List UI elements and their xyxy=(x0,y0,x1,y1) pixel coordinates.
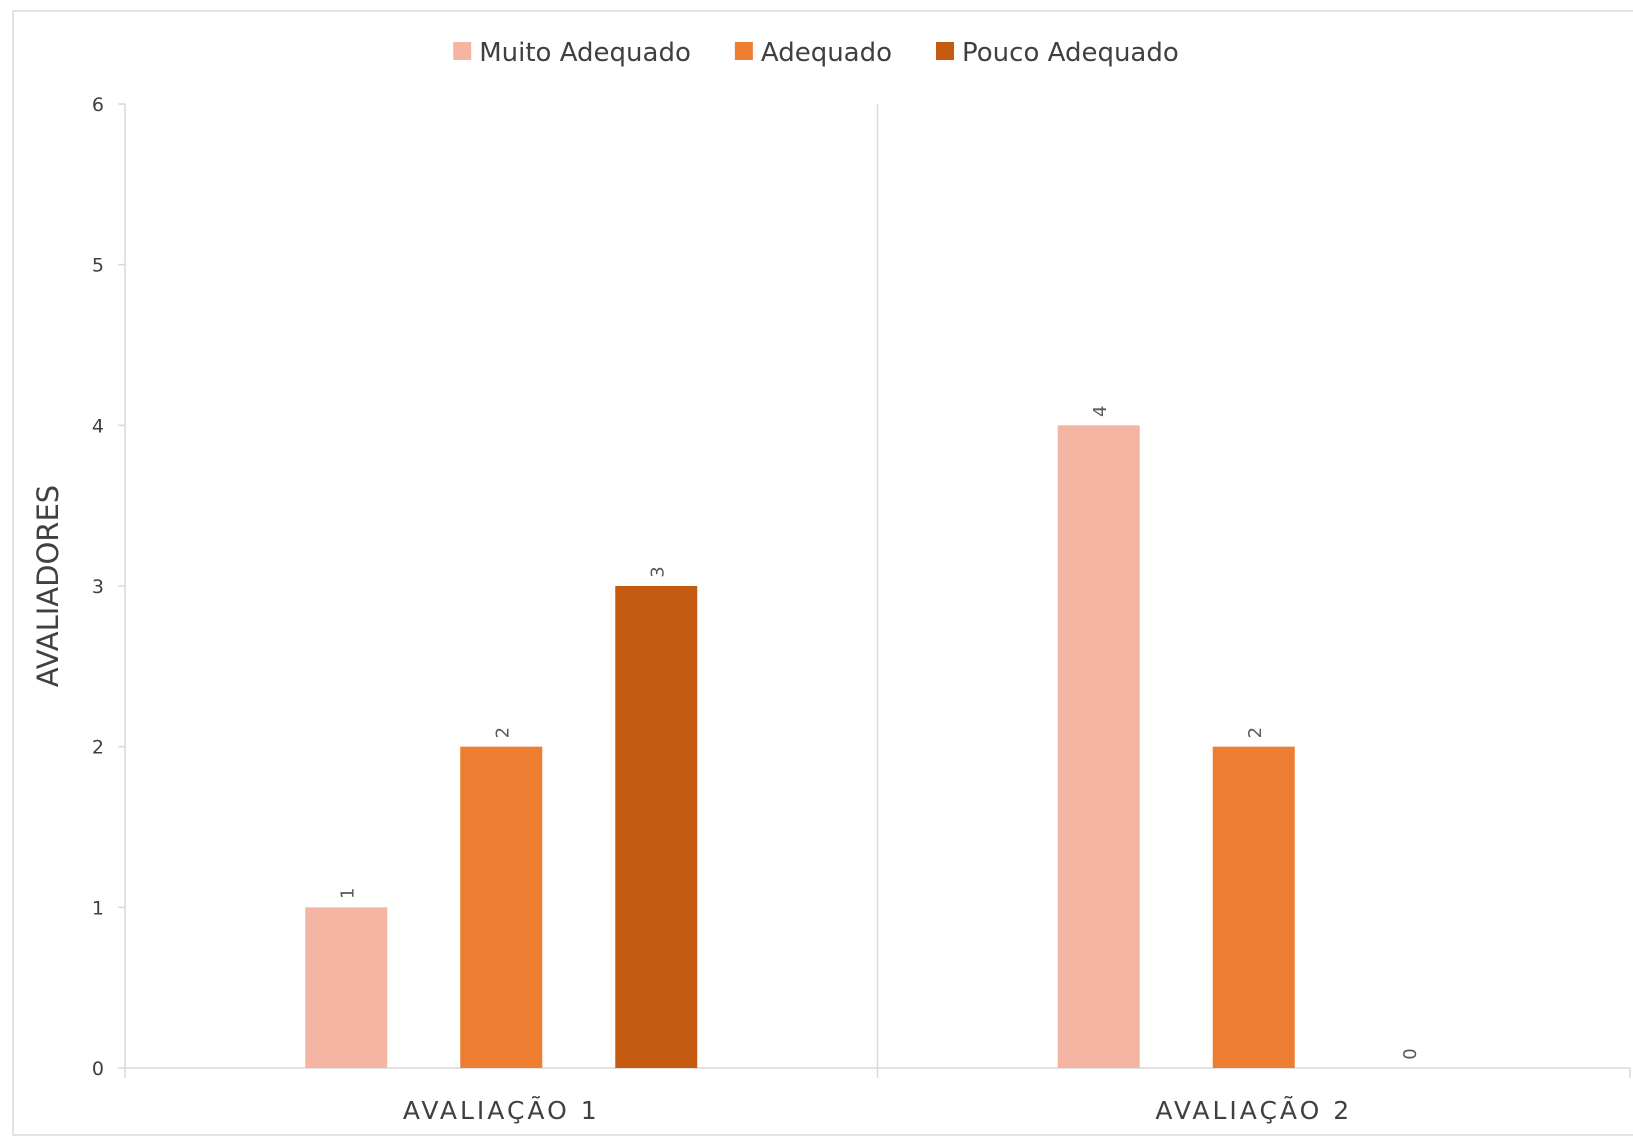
x-category-label: AVALIAÇÃO 1 xyxy=(403,1095,600,1125)
data-label: 2 xyxy=(492,727,513,738)
bar xyxy=(1057,425,1140,1068)
y-tick-label: 3 xyxy=(92,576,104,598)
y-tick-label: 6 xyxy=(92,94,104,116)
data-labels: 1 4 2 2 3 0 xyxy=(337,406,1421,1060)
data-label: 4 xyxy=(1090,406,1111,417)
data-label: 3 xyxy=(647,566,668,577)
bars xyxy=(305,425,1295,1068)
legend-item-label: Pouco Adequado xyxy=(962,38,1179,68)
data-label: 0 xyxy=(1400,1048,1421,1059)
y-tick-label: 5 xyxy=(92,255,104,277)
x-axis: AVALIAÇÃO 1 AVALIAÇÃO 2 xyxy=(124,104,1631,1125)
legend: Muito Adequado Adequado Pouco Adequado xyxy=(453,38,1179,68)
y-tick-label: 2 xyxy=(92,737,104,759)
x-category-label: AVALIAÇÃO 2 xyxy=(1155,1095,1352,1125)
y-tick-label: 0 xyxy=(92,1058,104,1080)
y-tick-label: 4 xyxy=(92,415,104,437)
legend-swatch xyxy=(453,42,472,60)
bar xyxy=(1212,746,1295,1068)
legend-item-label: Adequado xyxy=(761,38,892,68)
bar xyxy=(305,907,388,1068)
chart-border xyxy=(12,10,1633,1136)
y-axis-label: AVALIADORES xyxy=(31,485,65,687)
legend-item-label: Muito Adequado xyxy=(479,38,691,68)
y-tick-label: 1 xyxy=(92,897,104,919)
legend-swatch xyxy=(936,42,955,60)
bar xyxy=(460,746,543,1068)
y-axis: 0 1 2 3 4 5 6 xyxy=(92,94,126,1080)
data-label: 1 xyxy=(337,888,358,899)
data-label: 2 xyxy=(1245,727,1266,738)
bar xyxy=(615,586,698,1068)
legend-swatch xyxy=(734,42,753,60)
